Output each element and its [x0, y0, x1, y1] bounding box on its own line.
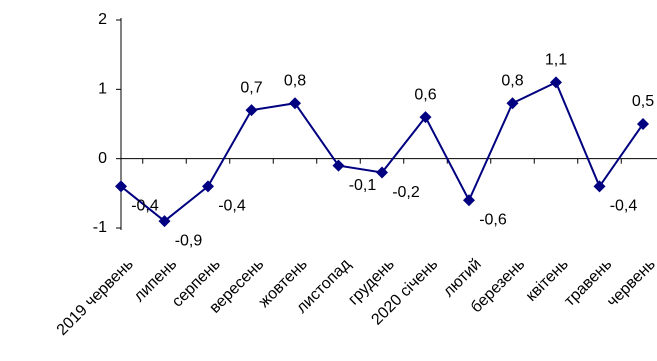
marker — [463, 194, 475, 207]
marker — [376, 166, 388, 179]
marker — [245, 104, 258, 117]
data-label: 0,7 — [240, 79, 262, 96]
data-label: 0,6 — [414, 86, 436, 103]
y-tick-label: 0 — [98, 150, 107, 167]
marker — [419, 111, 432, 124]
data-label: -0,4 — [131, 198, 159, 215]
x-tick-label: червень — [604, 256, 657, 311]
x-tick-label: 2019 червень — [54, 256, 137, 339]
data-label: 0,8 — [284, 72, 306, 89]
marker — [158, 215, 171, 228]
data-label: -0,4 — [610, 198, 638, 215]
marker — [115, 180, 127, 193]
marker — [332, 159, 345, 172]
data-label: -0,2 — [392, 184, 420, 201]
data-label: 1,1 — [545, 52, 567, 69]
marker — [289, 97, 301, 110]
marker — [202, 180, 214, 193]
y-tick-label: 2 — [98, 11, 107, 28]
data-label: 0,5 — [632, 93, 654, 110]
y-tick-label: 1 — [98, 81, 107, 98]
marker — [593, 180, 606, 193]
marker — [506, 97, 519, 110]
data-label: -0,1 — [349, 177, 377, 194]
line — [120, 81, 644, 223]
marker — [637, 118, 649, 130]
y-tick-label: -1 — [93, 219, 107, 236]
data-label: -0,9 — [175, 232, 203, 249]
marker — [550, 76, 562, 89]
data-label: -0,6 — [479, 211, 507, 228]
data-label: -0,4 — [218, 198, 246, 215]
data-label: 0,8 — [501, 72, 523, 89]
